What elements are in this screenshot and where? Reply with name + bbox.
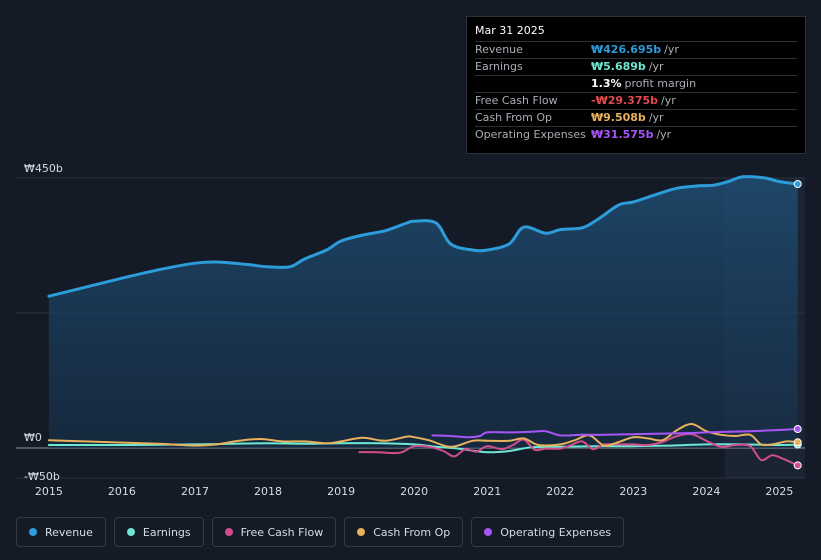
tooltip-date: Mar 31 2025 (475, 24, 545, 37)
end-point-free-cash-flow (793, 461, 802, 470)
x-tick-label: 2020 (400, 485, 428, 498)
tooltip-unit: /yr (656, 128, 672, 141)
legend-label: Free Cash Flow (240, 525, 324, 539)
series-line-revenue (47, 175, 800, 298)
tooltip-unit: /yr (661, 94, 676, 107)
legend-label: Earnings (142, 525, 191, 539)
x-tick-label: 2021 (473, 485, 501, 498)
legend-item-revenue[interactable]: Revenue (16, 517, 106, 547)
x-tick-label: 2018 (254, 485, 282, 498)
legend-label: Cash From Op (373, 525, 451, 539)
end-point-cash-from-op (793, 438, 802, 447)
legend-dot-icon (357, 528, 366, 536)
x-tick-label: 2025 (765, 485, 793, 498)
legend-item-cash-from-op[interactable]: Cash From Op (344, 517, 464, 547)
tooltip-value: ₩31.575b (591, 128, 654, 141)
x-tick-label: 2019 (327, 485, 355, 498)
legend-label: Operating Expenses (500, 525, 612, 539)
y-tick-label: -₩50b (24, 470, 60, 483)
tooltip-value: ₩9.508b (591, 111, 646, 124)
legend-dot-icon (224, 528, 233, 536)
legend-item-operating-expenses[interactable]: Operating Expenses (471, 517, 625, 547)
tooltip: Mar 31 2025 Revenue ₩426.695b/yr Earnings ₩… (466, 16, 806, 154)
tooltip-value: ₩426.695b (591, 43, 662, 56)
legend: Revenue Earnings Free Cash Flow Cash From O… (16, 517, 625, 547)
tooltip-row: Revenue ₩426.695b/yr (475, 41, 797, 58)
legend-item-earnings[interactable]: Earnings (113, 517, 204, 547)
y-tick-label: ₩450b (24, 162, 63, 175)
tooltip-unit: profit margin (624, 77, 697, 90)
tooltip-unit: /yr (648, 60, 664, 73)
series-line-free-cash-flow (358, 432, 799, 467)
tooltip-row: Earnings ₩5.689b/yr (475, 58, 797, 75)
tooltip-label: Operating Expenses (475, 128, 586, 141)
x-tick-label: 2017 (181, 485, 209, 498)
x-tick-label: 2015 (35, 485, 63, 498)
tooltip-label: Earnings (475, 60, 523, 73)
legend-label: Revenue (45, 525, 93, 539)
x-tick-label: 2023 (619, 485, 647, 498)
tooltip-value: 1.3% (591, 77, 622, 90)
tooltip-value: ₩5.689b (591, 60, 646, 73)
tooltip-unit: /yr (664, 43, 679, 56)
tooltip-label: Free Cash Flow (475, 94, 558, 107)
tooltip-label: Revenue (475, 43, 523, 56)
legend-dot-icon (484, 528, 493, 536)
legend-item-free-cash-flow[interactable]: Free Cash Flow (211, 517, 337, 547)
x-tick-label: 2016 (108, 485, 136, 498)
end-point-operating-expenses (793, 425, 802, 434)
x-tick-label: 2022 (546, 485, 574, 498)
revenue-area (48, 176, 798, 448)
end-point-revenue (793, 180, 802, 188)
series-line-operating-expenses (431, 428, 799, 439)
legend-dot-icon (29, 528, 37, 536)
tooltip-row: 1.3% profit margin (475, 75, 797, 92)
legend-dot-icon (126, 528, 135, 536)
tooltip-label (475, 76, 591, 92)
tooltip-row: Free Cash Flow -₩29.375b/yr (475, 92, 797, 109)
tooltip-row: Cash From Op ₩9.508b/yr (475, 109, 797, 126)
tooltip-row: Operating Expenses ₩31.575b/yr (475, 126, 797, 143)
y-tick-label: ₩0 (24, 431, 42, 444)
tooltip-value: -₩29.375b (591, 94, 659, 107)
x-tick-label: 2024 (692, 485, 720, 498)
tooltip-label: Cash From Op (475, 111, 553, 124)
tooltip-unit: /yr (648, 111, 664, 124)
